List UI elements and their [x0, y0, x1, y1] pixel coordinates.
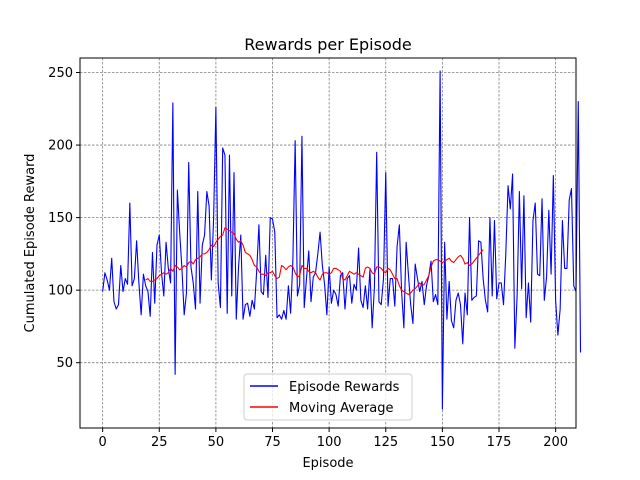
- series-layer: [102, 70, 582, 410]
- legend-label-moving-average: Moving Average: [289, 401, 393, 416]
- y-tick-label: 200: [48, 139, 73, 154]
- x-tick-label: 100: [317, 435, 342, 450]
- x-tick-label: 200: [543, 435, 568, 450]
- x-tick-label: 175: [487, 435, 512, 450]
- legend-label-episode-rewards: Episode Rewards: [289, 380, 400, 395]
- x-tick-label: 125: [373, 435, 398, 450]
- axis-ticks: 0 25 50 75 100 125 150 175 200 50 100 150 200 250: [48, 66, 568, 450]
- y-tick-label: 100: [48, 284, 73, 299]
- y-tick-label: 50: [56, 356, 73, 371]
- x-axis-label: Episode: [302, 456, 353, 471]
- x-tick-label: 0: [99, 435, 107, 450]
- x-tick-label: 50: [208, 435, 225, 450]
- y-tick-label: 150: [48, 211, 73, 226]
- x-tick-label: 25: [151, 435, 168, 450]
- series-line-moving-average: [145, 227, 484, 296]
- legend-box: [243, 373, 413, 421]
- chart-title: Rewards per Episode: [244, 35, 412, 54]
- y-tick-label: 250: [48, 66, 73, 81]
- y-axis-label: Cumulated Episode Reward: [23, 154, 38, 333]
- x-tick-label: 150: [430, 435, 455, 450]
- legend: Episode Rewards Moving Average: [243, 373, 413, 421]
- plot-frame: [79, 57, 577, 429]
- x-tick-label: 75: [264, 435, 281, 450]
